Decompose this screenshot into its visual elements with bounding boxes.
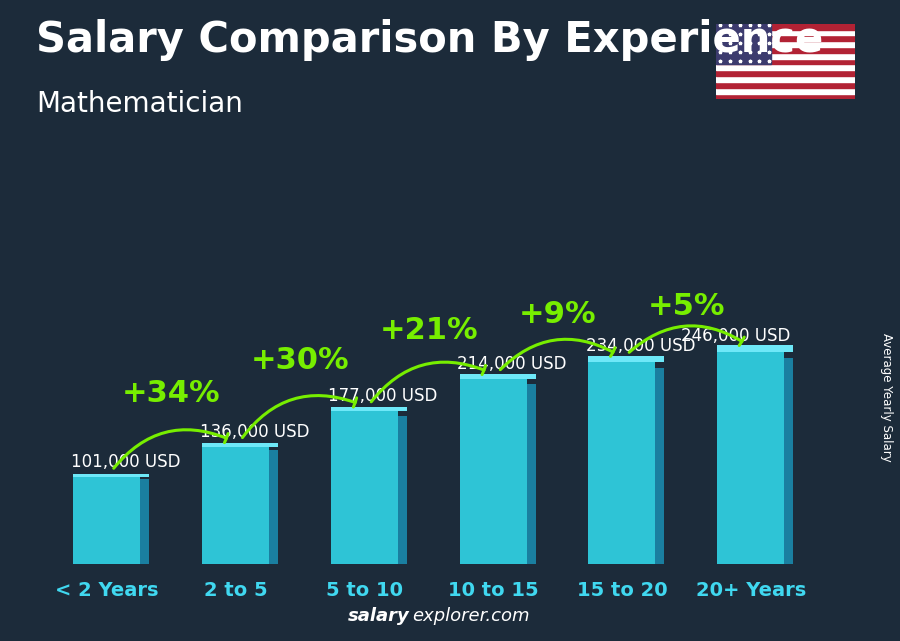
Text: 234,000 USD: 234,000 USD [586, 337, 696, 355]
Text: 246,000 USD: 246,000 USD [681, 327, 791, 345]
Bar [73, 476, 140, 564]
Bar [716, 24, 855, 29]
Bar [716, 94, 855, 99]
Bar [73, 474, 149, 477]
Text: +34%: +34% [122, 379, 220, 408]
Bar [716, 71, 855, 76]
Bar [716, 53, 855, 58]
Bar [716, 47, 855, 53]
Bar [140, 479, 149, 564]
Text: +5%: +5% [648, 292, 725, 321]
Bar [202, 443, 278, 447]
Text: 101,000 USD: 101,000 USD [71, 453, 180, 472]
Text: 177,000 USD: 177,000 USD [328, 387, 437, 405]
Bar [526, 385, 536, 564]
Text: 214,000 USD: 214,000 USD [457, 354, 567, 372]
Bar [717, 345, 793, 352]
Text: Salary Comparison By Experience: Salary Comparison By Experience [36, 19, 824, 62]
Text: 136,000 USD: 136,000 USD [200, 423, 309, 441]
Bar [716, 88, 855, 94]
Bar [716, 58, 855, 65]
Bar [716, 65, 855, 71]
Text: explorer.com: explorer.com [412, 607, 530, 625]
Bar [269, 450, 278, 564]
Bar [589, 356, 664, 362]
Bar [460, 374, 536, 379]
Bar [331, 410, 398, 564]
Bar [460, 377, 526, 564]
Bar [398, 415, 407, 564]
Text: Mathematician: Mathematician [36, 90, 243, 118]
Bar [717, 349, 784, 564]
Bar [202, 445, 269, 564]
Bar [331, 406, 407, 412]
Bar [716, 29, 855, 35]
Bar [589, 360, 655, 564]
Text: +9%: +9% [518, 301, 597, 329]
Bar [716, 76, 855, 82]
Bar [716, 41, 855, 47]
Bar [716, 35, 855, 41]
Bar [784, 358, 793, 564]
Text: +30%: +30% [251, 345, 349, 374]
Bar [716, 82, 855, 88]
Text: salary: salary [347, 607, 410, 625]
Text: Average Yearly Salary: Average Yearly Salary [880, 333, 893, 462]
Bar [655, 368, 664, 564]
Text: +21%: +21% [380, 315, 478, 344]
Bar [716, 24, 771, 65]
